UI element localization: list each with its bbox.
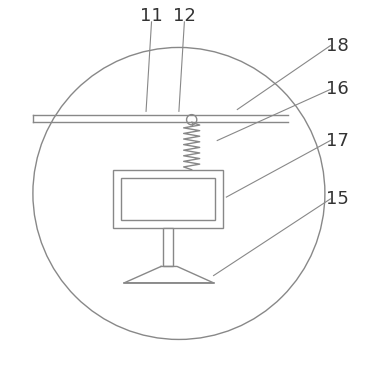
Text: 12: 12	[173, 7, 196, 26]
Bar	[163, 228, 173, 266]
Bar	[113, 170, 223, 228]
Text: 16: 16	[326, 80, 349, 99]
Bar	[121, 178, 215, 220]
Text: 15: 15	[326, 190, 349, 208]
Text: 18: 18	[326, 36, 349, 55]
Text: 11: 11	[140, 7, 163, 26]
Text: 17: 17	[326, 131, 349, 150]
